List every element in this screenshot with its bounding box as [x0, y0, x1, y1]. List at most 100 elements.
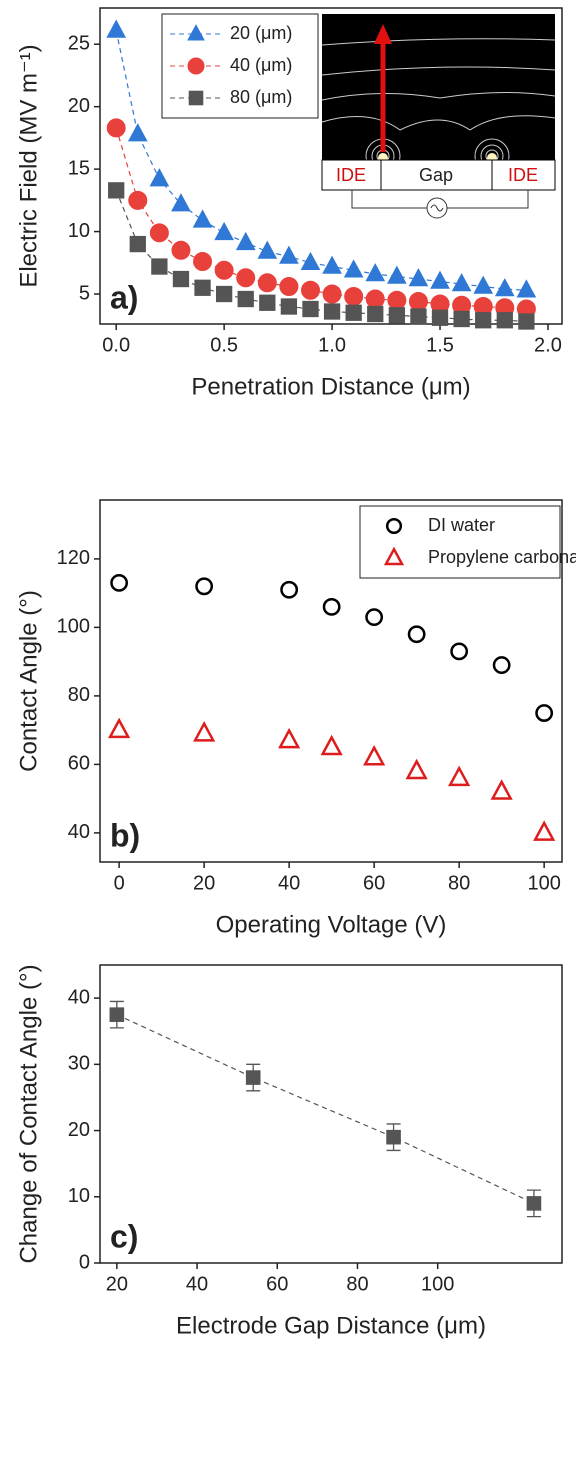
- panel-label: b): [110, 817, 140, 853]
- y-tick-label: 15: [68, 157, 90, 179]
- y-axis-title: Contact Angle (°): [15, 590, 42, 772]
- inset-label: IDE: [336, 165, 366, 185]
- marker: [453, 310, 470, 328]
- y-tick-label: 25: [68, 33, 90, 55]
- marker: [108, 717, 131, 739]
- legend-marker: [187, 57, 205, 75]
- y-tick-label: 0: [79, 1251, 90, 1273]
- arrow-head: [374, 24, 392, 44]
- marker: [343, 259, 364, 278]
- y-tick-label: 10: [68, 220, 90, 242]
- legend-marker: [383, 546, 405, 566]
- x-axis-title: Electrode Gap Distance (μm): [176, 1312, 486, 1339]
- x-tick-label: 100: [527, 872, 560, 894]
- marker: [388, 307, 405, 324]
- marker: [109, 1007, 125, 1022]
- marker: [302, 300, 319, 318]
- marker: [192, 209, 213, 228]
- x-tick-label: 100: [421, 1273, 454, 1295]
- x-tick-label: 80: [448, 872, 470, 894]
- marker: [494, 278, 515, 297]
- marker: [149, 223, 169, 243]
- marker: [128, 190, 148, 210]
- legend-label: 80 (μm): [230, 87, 292, 107]
- marker: [516, 279, 537, 298]
- y-tick-label: 20: [68, 95, 90, 117]
- inset-background: [322, 14, 555, 160]
- marker: [490, 779, 513, 800]
- marker: [127, 123, 148, 142]
- legend-box: [161, 13, 319, 119]
- inset-label: IDE: [508, 165, 538, 185]
- marker: [322, 255, 342, 274]
- marker: [235, 231, 256, 251]
- legend-label: 20 (μm): [230, 23, 292, 43]
- marker: [280, 580, 299, 599]
- marker: [451, 273, 472, 292]
- series-line: [116, 1014, 535, 1204]
- marker: [300, 251, 321, 271]
- marker: [214, 260, 234, 280]
- x-axis-title: Penetration Distance (μm): [191, 373, 470, 400]
- marker: [448, 765, 471, 787]
- circuit-wire: [351, 190, 529, 209]
- marker: [193, 252, 213, 272]
- marker: [194, 279, 211, 296]
- x-tick-label: 20: [193, 872, 215, 894]
- y-tick-label: 30: [68, 1053, 90, 1075]
- y-tick-label: 10: [68, 1185, 90, 1207]
- marker: [518, 313, 535, 330]
- marker: [365, 608, 384, 627]
- marker: [450, 642, 469, 661]
- x-tick-label: 1.0: [318, 334, 346, 356]
- marker: [214, 221, 234, 241]
- marker: [533, 820, 556, 841]
- marker: [279, 277, 299, 297]
- y-tick-label: 80: [68, 684, 90, 706]
- legend-label: 40 (μm): [230, 55, 292, 75]
- x-tick-label: 40: [186, 1273, 208, 1295]
- marker: [237, 290, 254, 308]
- legend-label: DI water: [428, 515, 495, 535]
- marker: [129, 235, 146, 253]
- y-tick-label: 40: [68, 986, 90, 1008]
- marker: [535, 704, 554, 722]
- legend-marker: [385, 517, 403, 535]
- x-tick-label: 0.5: [210, 334, 238, 356]
- marker: [473, 275, 494, 294]
- marker: [431, 309, 449, 326]
- field-lines: [321, 38, 556, 174]
- marker: [526, 1196, 542, 1211]
- marker: [151, 258, 168, 275]
- marker: [345, 304, 362, 321]
- y-tick-label: 5: [79, 282, 90, 304]
- inset-schematic: IDE Gap IDE: [321, 14, 556, 219]
- marker: [365, 289, 385, 309]
- marker: [322, 597, 341, 616]
- plot-frame: [99, 964, 563, 1264]
- legend-marker: [187, 24, 205, 41]
- marker: [496, 312, 513, 329]
- marker: [387, 265, 407, 284]
- panel-label: c): [110, 1218, 138, 1254]
- x-tick-label: 20: [106, 1273, 128, 1295]
- marker: [110, 573, 129, 592]
- y-axis-title: Electric Field (MV m⁻¹): [15, 44, 42, 287]
- x-tick-label: 1.5: [426, 334, 454, 356]
- marker: [280, 298, 298, 315]
- x-axis-title: Operating Voltage (V): [216, 911, 447, 938]
- plot-frame: [99, 7, 563, 325]
- marker: [363, 745, 386, 766]
- marker: [430, 270, 450, 289]
- ac-symbol: [430, 204, 444, 212]
- marker: [322, 284, 342, 304]
- panel-label: a): [110, 279, 138, 315]
- x-tick-label: 60: [363, 872, 385, 894]
- marker: [149, 168, 170, 187]
- marker: [108, 182, 125, 199]
- marker: [387, 290, 407, 310]
- marker: [407, 625, 426, 644]
- marker: [408, 292, 428, 312]
- plot-frame: [99, 499, 563, 863]
